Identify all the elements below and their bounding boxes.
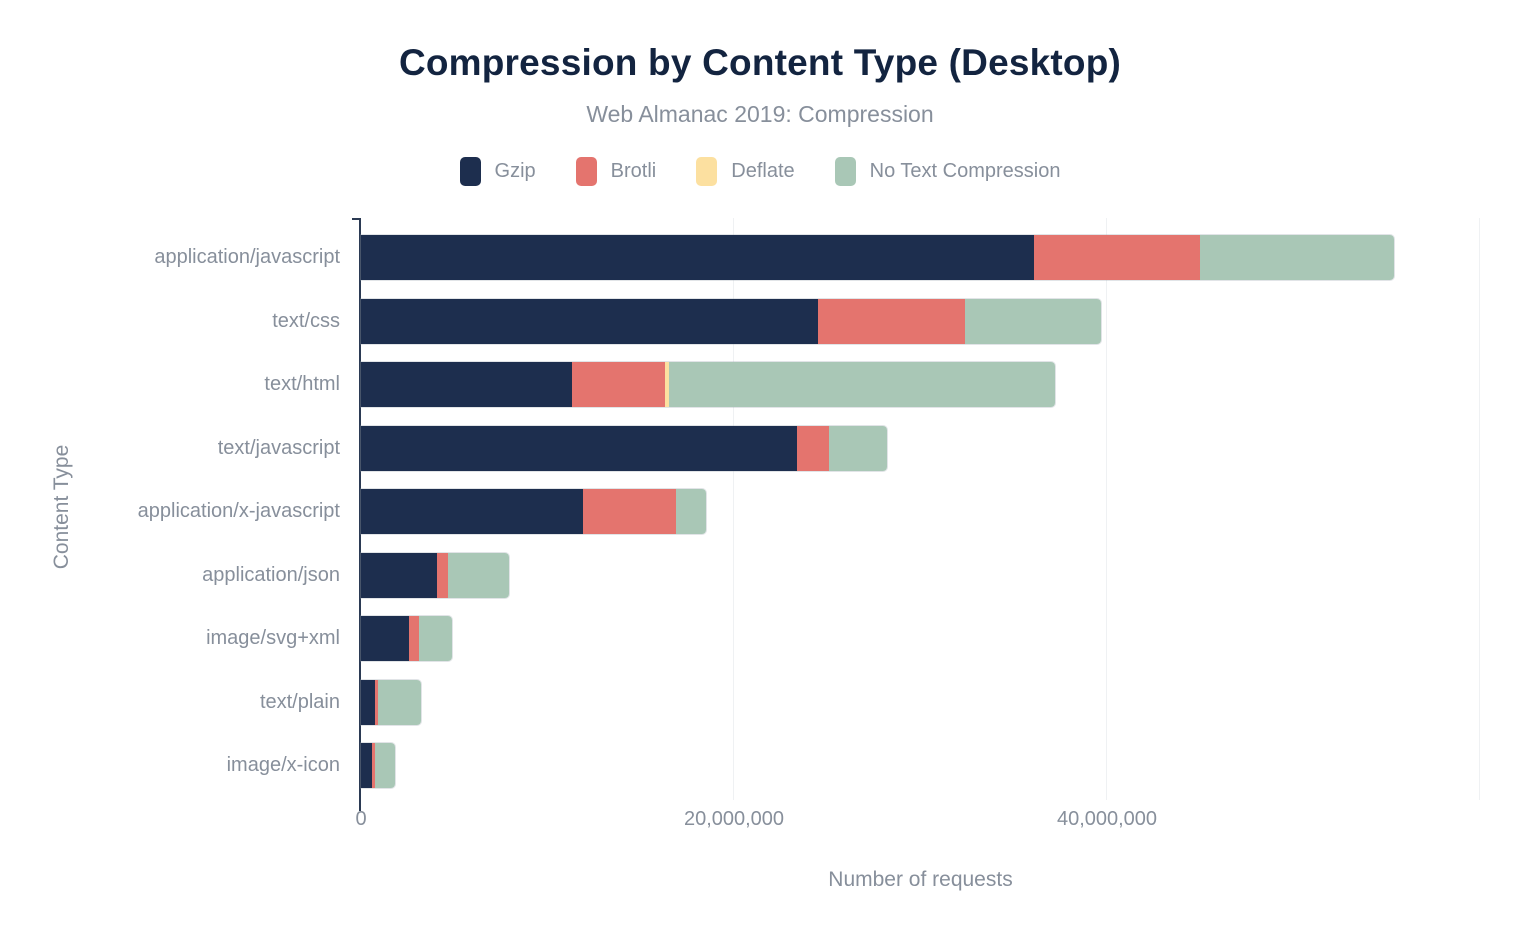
bar-segment-gzip-application-javascript[interactable] bbox=[361, 235, 1035, 280]
bar-segment-gzip-text-javascript[interactable] bbox=[361, 425, 798, 471]
bar-segment-brotli-text-css[interactable] bbox=[817, 298, 966, 344]
bar-segment-no-text-compression-application-json[interactable] bbox=[447, 552, 510, 598]
category-label-application-x-javascript: application/x-javascript bbox=[137, 500, 340, 522]
chart-title: Compression by Content Type (Desktop) bbox=[398, 42, 1122, 83]
bar-segment-gzip-image-x-icon[interactable] bbox=[361, 743, 373, 788]
bar-segment-no-text-compression-image-x-icon[interactable] bbox=[374, 743, 396, 788]
category-label-image-x-icon: image/x-icon bbox=[226, 754, 340, 776]
bar-application-javascript bbox=[361, 235, 1395, 280]
category-label-application-javascript: application/javascript bbox=[154, 246, 340, 268]
legend: Gzip Brotli Deflate No Text Compression bbox=[0, 155, 1520, 187]
x-tick-label-20-000-000: 20,000,000 bbox=[683, 808, 785, 830]
y-axis-line bbox=[359, 218, 361, 800]
bar-text-css bbox=[361, 298, 1102, 344]
category-label-text-plain: text/plain bbox=[259, 690, 340, 713]
x-axis-tick-labels: 0 20,000,000 40,000,000 bbox=[355, 808, 1480, 834]
bar-image-x-icon bbox=[361, 743, 396, 788]
bar-application-json bbox=[361, 552, 510, 598]
bar-segment-no-text-compression-application-x-javascript[interactable] bbox=[676, 489, 706, 534]
chart-subtitle: Web Almanac 2019: Compression bbox=[586, 101, 934, 127]
bar-segment-brotli-text-html[interactable] bbox=[571, 362, 665, 407]
bar-segment-gzip-image-svg-xml[interactable] bbox=[361, 616, 410, 661]
bar-segment-no-text-compression-text-css[interactable] bbox=[965, 298, 1102, 344]
x-axis-zero-tick bbox=[359, 800, 361, 811]
legend-label-brotli: Brotli bbox=[610, 159, 657, 182]
bar-segment-brotli-image-svg-xml[interactable] bbox=[409, 616, 419, 661]
bar-image-svg-xml bbox=[361, 616, 453, 661]
bar-segment-brotli-application-x-javascript[interactable] bbox=[582, 489, 677, 534]
x-tick-label-0: 0 bbox=[355, 808, 367, 830]
bar-segment-gzip-text-plain[interactable] bbox=[361, 679, 375, 725]
legend-label-no-text-compression: No Text Compression bbox=[869, 159, 1061, 182]
bar-text-javascript bbox=[361, 425, 887, 471]
bar-segment-no-text-compression-application-javascript[interactable] bbox=[1200, 235, 1395, 280]
x-tick-label-40-000-000: 40,000,000 bbox=[1056, 808, 1158, 830]
bar-segment-gzip-application-json[interactable] bbox=[361, 552, 438, 598]
bar-segment-brotli-text-plain[interactable] bbox=[374, 679, 378, 725]
category-label-text-css: text/css bbox=[272, 309, 340, 332]
bar-segment-deflate-text-html[interactable] bbox=[664, 362, 669, 407]
bar-segment-gzip-application-x-javascript[interactable] bbox=[361, 489, 583, 534]
legend-item-no-text-compression[interactable]: No Text Compression bbox=[834, 156, 1061, 186]
gridline bbox=[1106, 218, 1107, 800]
legend-item-deflate[interactable]: Deflate bbox=[696, 156, 795, 186]
bar-segment-brotli-text-javascript[interactable] bbox=[797, 425, 830, 471]
bar-segment-gzip-text-css[interactable] bbox=[361, 298, 818, 344]
legend-item-gzip[interactable]: Gzip bbox=[459, 156, 536, 186]
legend-swatch-deflate bbox=[696, 156, 718, 186]
legend-swatch-gzip bbox=[459, 156, 481, 186]
bar-segment-brotli-application-json[interactable] bbox=[437, 552, 448, 598]
y-axis-top-tick bbox=[352, 218, 359, 220]
bar-segment-no-text-compression-text-plain[interactable] bbox=[377, 679, 421, 725]
bar-application-x-javascript bbox=[361, 489, 706, 534]
legend-label-deflate: Deflate bbox=[731, 159, 795, 182]
bar-text-plain bbox=[361, 679, 421, 725]
y-axis-category-labels: application/javascript text/css text/html t… bbox=[0, 218, 350, 800]
bar-segment-no-text-compression-image-svg-xml[interactable] bbox=[418, 616, 453, 661]
bar-segment-gzip-text-html[interactable] bbox=[361, 362, 572, 407]
y-axis-title: Content Type bbox=[50, 444, 73, 570]
legend-item-brotli[interactable]: Brotli bbox=[575, 156, 657, 186]
category-label-text-html: text/html bbox=[264, 373, 340, 395]
category-label-application-json: application/json bbox=[202, 563, 340, 586]
bar-segment-brotli-image-x-icon[interactable] bbox=[372, 743, 375, 788]
category-label-image-svg-xml: image/svg+xml bbox=[206, 627, 340, 649]
legend-swatch-no-text-compression bbox=[834, 156, 856, 186]
x-axis-title: Number of requests bbox=[828, 868, 1013, 891]
plot-area bbox=[352, 218, 1480, 811]
bar-segment-no-text-compression-text-html[interactable] bbox=[668, 362, 1055, 407]
bar-text-html bbox=[361, 362, 1055, 407]
legend-swatch-brotli bbox=[575, 156, 597, 186]
gridline bbox=[733, 218, 734, 800]
legend-label-gzip: Gzip bbox=[494, 159, 536, 182]
gridline bbox=[1479, 218, 1480, 800]
bar-segment-brotli-application-javascript[interactable] bbox=[1034, 235, 1201, 280]
bar-segment-no-text-compression-text-javascript[interactable] bbox=[829, 425, 887, 471]
category-label-text-javascript: text/javascript bbox=[217, 436, 340, 459]
